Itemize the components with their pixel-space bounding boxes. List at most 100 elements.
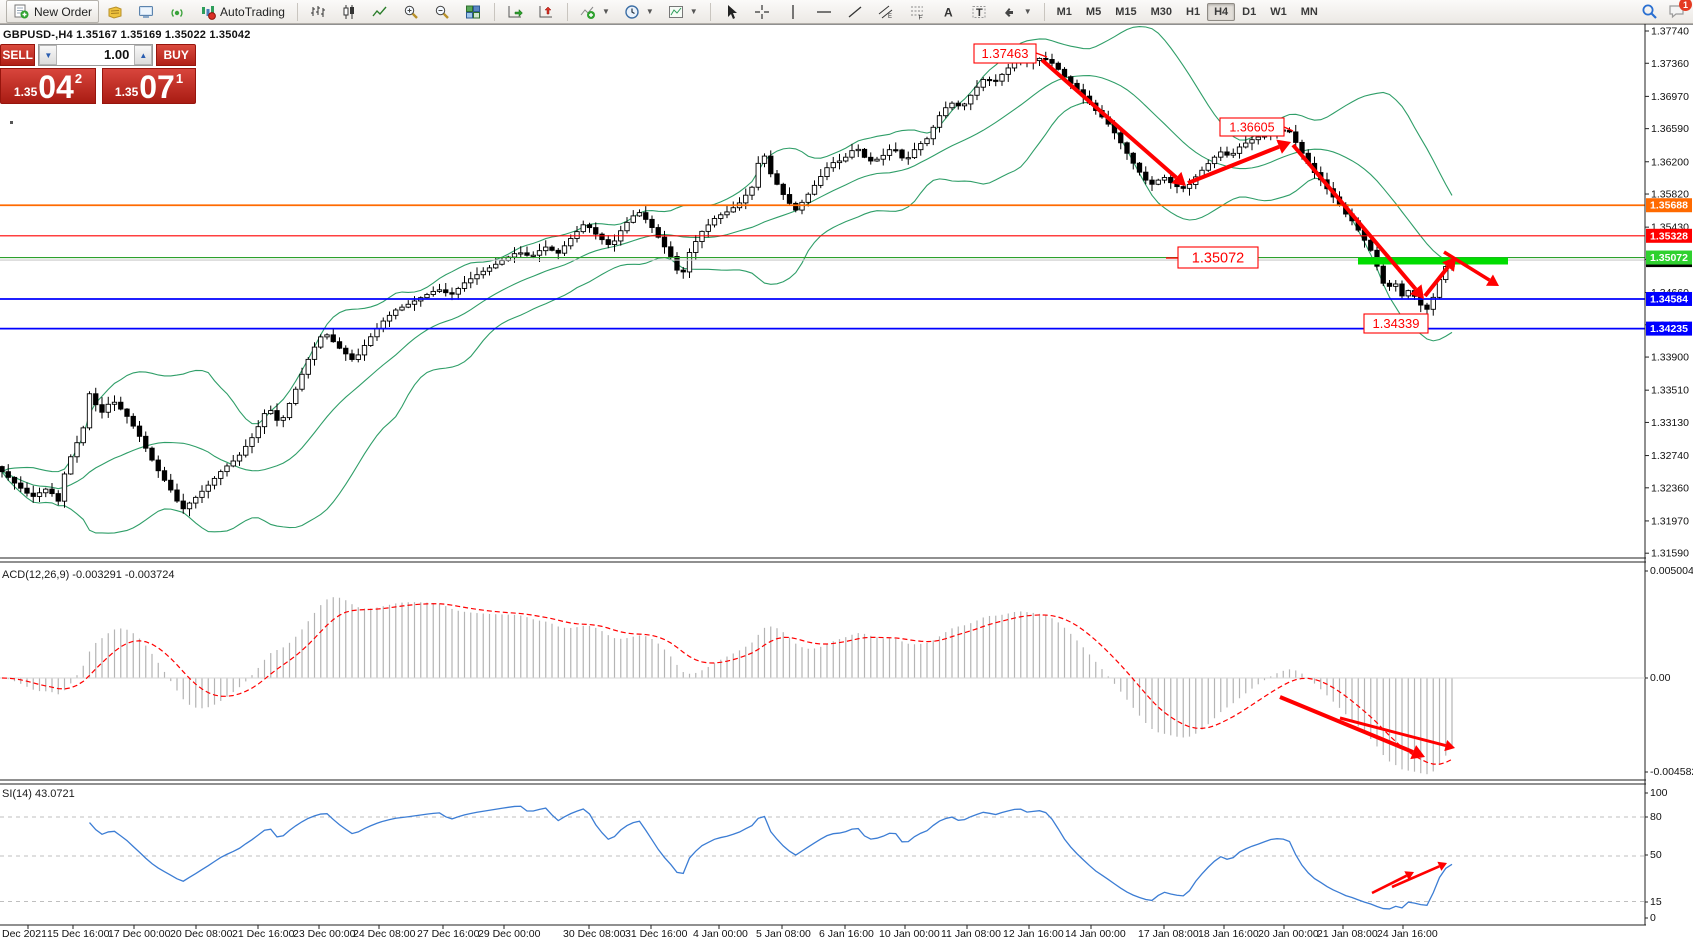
timeframe-M15[interactable]: M15 <box>1115 5 1137 18</box>
volume-decrease-button[interactable]: ▼ <box>39 45 58 65</box>
pane-borders <box>0 23 1693 926</box>
svg-text:1.36590: 1.36590 <box>1651 123 1689 135</box>
svg-text:1.37740: 1.37740 <box>1651 26 1689 38</box>
chart-shift-button[interactable] <box>531 0 562 23</box>
text-tool-button[interactable]: A <box>933 0 964 23</box>
trendline-tool-button[interactable] <box>840 0 871 23</box>
ask-price-prefix: 1.35 <box>114 85 139 99</box>
autotrading-button[interactable]: AutoTrading <box>192 0 292 23</box>
timeframe-M5[interactable]: M5 <box>1085 5 1102 18</box>
svg-text:14 Jan 00:00: 14 Jan 00:00 <box>1065 928 1126 940</box>
chevron-down-icon: ▼ <box>645 7 654 16</box>
svg-text:21 Jan 08:00: 21 Jan 08:00 <box>1317 928 1378 940</box>
volume-input[interactable]: 1.00 <box>104 47 130 62</box>
svg-text:1.31970: 1.31970 <box>1651 515 1689 527</box>
svg-text:1.32740: 1.32740 <box>1651 450 1689 462</box>
signals-button[interactable] <box>161 0 192 23</box>
svg-text:30 Dec 08:00: 30 Dec 08:00 <box>563 928 626 940</box>
arrows-tool-button[interactable]: ▼ <box>995 0 1039 23</box>
timeframe-M30[interactable]: M30 <box>1150 5 1173 18</box>
auto-scroll-button[interactable] <box>500 0 531 23</box>
rsi-line <box>89 805 1453 910</box>
chevron-down-icon: ▼ <box>601 7 610 16</box>
indicators-button[interactable]: ▼ <box>573 0 617 23</box>
chevron-down-icon: ▼ <box>1023 7 1032 16</box>
periods-button[interactable]: ▼ <box>617 0 661 23</box>
svg-text:1.37360: 1.37360 <box>1651 58 1689 70</box>
text-label-icon: T <box>971 3 988 20</box>
channel-tool-button[interactable]: E <box>871 0 902 23</box>
templates-button[interactable]: ▼ <box>661 0 705 23</box>
timeframe-H1[interactable]: H1 <box>1186 5 1201 18</box>
macd-histogram <box>0 597 1645 775</box>
svg-text:1.33900: 1.33900 <box>1651 352 1689 364</box>
crosshair-tool-button[interactable] <box>747 0 778 23</box>
cursor-tool-button[interactable] <box>716 0 747 23</box>
text-label-tool-button[interactable]: T <box>964 0 995 23</box>
svg-text:-0.004582: -0.004582 <box>1650 766 1693 778</box>
zoom-out-button[interactable] <box>427 0 458 23</box>
timeframe-button-group: M1 M5 M15 M30 H1 H4 D1 W1 MN <box>1050 2 1325 21</box>
timeframe-W1[interactable]: W1 <box>1270 5 1287 18</box>
macd-arrows[interactable] <box>1279 695 1455 760</box>
cursor-icon <box>723 3 740 20</box>
market-watch-button[interactable] <box>130 0 161 23</box>
bid-price-display[interactable]: 1.35 04 2 <box>0 68 96 104</box>
svg-text:1.34339: 1.34339 <box>1373 316 1420 331</box>
new-order-label: New Order <box>34 4 93 19</box>
rsi-arrows[interactable] <box>1371 861 1447 895</box>
bid-price-prefix: 1.35 <box>13 85 38 99</box>
candle-chart-icon <box>341 3 358 20</box>
macd-axis: 0.005004 0.00 -0.004582 <box>1645 565 1693 778</box>
chevron-down-icon: ▼ <box>689 7 698 16</box>
timeframe-M1[interactable]: M1 <box>1056 5 1072 18</box>
fibonacci-tool-button[interactable]: F <box>902 0 933 23</box>
svg-text:0.005004: 0.005004 <box>1650 565 1693 577</box>
line-chart-mode-button[interactable] <box>365 0 396 23</box>
rsi-axis: 100 80 50 15 0 <box>1645 787 1668 924</box>
buy-button[interactable]: BUY <box>156 44 196 66</box>
horizontal-line-tool-button[interactable] <box>809 0 840 23</box>
svg-text:1.33130: 1.33130 <box>1651 417 1689 429</box>
price-callouts[interactable]: 1.37463 1.36605 1.35072 1.34339 <box>973 43 1429 334</box>
price-alert-button[interactable] <box>99 0 130 23</box>
volume-increase-button[interactable]: ▲ <box>134 45 153 65</box>
sell-button[interactable]: SELL <box>0 44 36 66</box>
notifications-chat-icon[interactable]: 1 <box>1668 0 1692 20</box>
svg-text:1.31590: 1.31590 <box>1651 548 1689 560</box>
svg-text:1.35820: 1.35820 <box>1651 189 1689 201</box>
svg-text:T: T <box>976 7 983 19</box>
svg-text:24 Jan 16:00: 24 Jan 16:00 <box>1377 928 1438 940</box>
text-tool-icon: A <box>940 3 957 20</box>
macd-signal-line <box>1 603 1453 765</box>
new-order-button[interactable]: New Order <box>6 0 100 23</box>
one-click-trading-widget: SELL ▼ 1.00 ▲ BUY 1.35 04 2 1.35 07 1 <box>0 44 196 104</box>
signals-icon <box>168 3 185 20</box>
timeframe-H4[interactable]: H4 <box>1207 2 1236 21</box>
vertical-line-icon <box>785 3 802 20</box>
candlesticks <box>0 51 1455 517</box>
ask-price-display[interactable]: 1.35 07 1 <box>101 68 196 104</box>
vertical-line-tool-button[interactable] <box>778 0 809 23</box>
equidistant-channel-icon: E <box>878 3 895 20</box>
search-icon[interactable] <box>1641 3 1658 20</box>
svg-text:21 Dec 16:00: 21 Dec 16:00 <box>232 928 295 940</box>
svg-text:10 Jan 00:00: 10 Jan 00:00 <box>879 928 940 940</box>
timeframe-D1[interactable]: D1 <box>1242 5 1257 18</box>
timeframe-MN[interactable]: MN <box>1300 5 1318 18</box>
zoom-in-button[interactable] <box>396 0 427 23</box>
svg-text:1.34584: 1.34584 <box>1650 293 1688 305</box>
candle-chart-mode-button[interactable] <box>334 0 365 23</box>
bar-chart-mode-button[interactable] <box>303 0 334 23</box>
trend-arrows[interactable] <box>1040 58 1499 299</box>
main-toolbar: New Order AutoTrading <box>0 0 1693 24</box>
tile-windows-button[interactable] <box>458 0 489 23</box>
svg-text:18 Jan 16:00: 18 Jan 16:00 <box>1198 928 1259 940</box>
svg-text:4 Jan 00:00: 4 Jan 00:00 <box>693 928 748 940</box>
svg-text:20 Jan 00:00: 20 Jan 00:00 <box>1258 928 1319 940</box>
toolbar-separator <box>1043 2 1045 21</box>
trendline-icon <box>847 3 864 20</box>
